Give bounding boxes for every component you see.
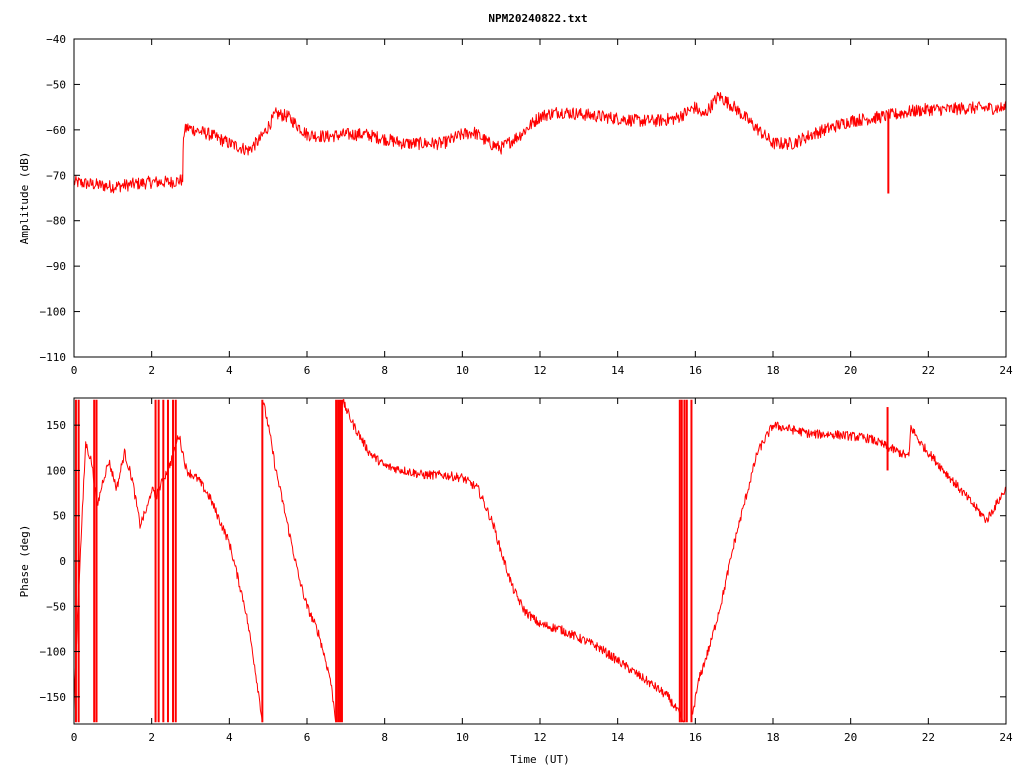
phase-x-tick-label: 0 bbox=[71, 731, 78, 744]
amplitude-y-tick-label: −40 bbox=[46, 33, 66, 46]
phase-line-segment-1 bbox=[262, 401, 337, 723]
amplitude-x-tick-label: 18 bbox=[766, 364, 779, 377]
phase-x-tick-label: 20 bbox=[844, 731, 857, 744]
amplitude-y-tick-label: −70 bbox=[46, 169, 66, 182]
amplitude-x-tick-label: 0 bbox=[71, 364, 78, 377]
amplitude-x-tick-label: 22 bbox=[922, 364, 935, 377]
amplitude-y-tick-label: −90 bbox=[46, 260, 66, 273]
amplitude-y-tick-label: −80 bbox=[46, 215, 66, 228]
phase-y-tick-label: 0 bbox=[59, 555, 66, 568]
amplitude-x-tick-label: 4 bbox=[226, 364, 233, 377]
amplitude-y-tick-label: −100 bbox=[40, 306, 67, 319]
phase-y-tick-label: −150 bbox=[40, 691, 67, 704]
phase-x-tick-label: 2 bbox=[148, 731, 155, 744]
amplitude-x-tick-label: 24 bbox=[999, 364, 1013, 377]
phase-x-tick-label: 14 bbox=[611, 731, 625, 744]
amplitude-x-tick-label: 16 bbox=[689, 364, 702, 377]
phase-x-axis-label: Time (UT) bbox=[510, 753, 570, 766]
phase-x-tick-label: 8 bbox=[381, 731, 388, 744]
phase-x-tick-label: 10 bbox=[456, 731, 469, 744]
amplitude-x-tick-label: 8 bbox=[381, 364, 388, 377]
phase-y-axis-label: Phase (deg) bbox=[18, 525, 31, 598]
amplitude-x-tick-label: 10 bbox=[456, 364, 469, 377]
phase-x-tick-label: 12 bbox=[533, 731, 546, 744]
phase-x-tick-label: 4 bbox=[226, 731, 233, 744]
phase-y-tick-label: −50 bbox=[46, 600, 66, 613]
amplitude-x-tick-label: 2 bbox=[148, 364, 155, 377]
phase-y-tick-label: 150 bbox=[46, 419, 66, 432]
amplitude-x-tick-label: 6 bbox=[304, 364, 311, 377]
phase-y-tick-label: 50 bbox=[53, 510, 66, 523]
phase-panel: 0 2 4 6 8 10 12 14 16 18 20 22 24−150−100−5005010015… bbox=[18, 397, 1013, 766]
amplitude-series bbox=[74, 91, 1006, 194]
phase-y-tick-label: −100 bbox=[40, 646, 67, 659]
amplitude-y-tick-label: −50 bbox=[46, 78, 66, 91]
amplitude-x-tick-label: 14 bbox=[611, 364, 625, 377]
phase-line-segment-0 bbox=[74, 435, 263, 723]
amplitude-line-segment-0 bbox=[74, 91, 1006, 194]
amplitude-y-axis-label: Amplitude (dB) bbox=[18, 152, 31, 245]
amplitude-y-tick-label: −60 bbox=[46, 124, 66, 137]
phase-x-tick-label: 6 bbox=[304, 731, 311, 744]
phase-x-tick-label: 16 bbox=[689, 731, 702, 744]
phase-line-segment-2 bbox=[341, 398, 685, 723]
amplitude-x-tick-label: 12 bbox=[533, 364, 546, 377]
phase-y-tick-label: 100 bbox=[46, 464, 66, 477]
phase-x-tick-label: 24 bbox=[999, 731, 1013, 744]
chart-title: NPM20240822.txt bbox=[488, 12, 587, 25]
phase-x-tick-label: 18 bbox=[766, 731, 779, 744]
amplitude-panel: 0 2 4 6 8 10 12 14 16 18 20 22 24−110−100−90−80−70−6… bbox=[18, 33, 1013, 377]
phase-line-segment-3 bbox=[690, 421, 1006, 717]
phase-x-tick-label: 22 bbox=[922, 731, 935, 744]
amplitude-x-tick-label: 20 bbox=[844, 364, 857, 377]
amplitude-y-tick-label: −110 bbox=[40, 351, 67, 364]
phase-series bbox=[74, 398, 1006, 723]
